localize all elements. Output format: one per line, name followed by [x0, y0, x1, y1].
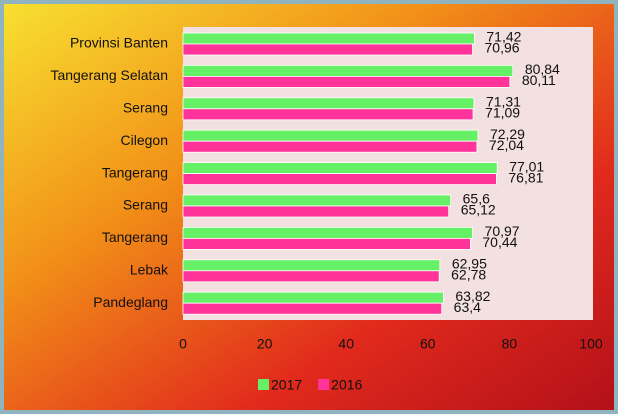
bar [182, 43, 473, 56]
y-tick-label: Tangerang [102, 229, 168, 245]
bar [182, 97, 475, 110]
bar [182, 270, 440, 283]
data-label: 62,95 [452, 256, 487, 272]
y-tick-label: Serang [123, 197, 168, 213]
data-label: 65,6 [463, 191, 490, 207]
bar [182, 226, 473, 239]
x-tick-label: 0 [179, 336, 187, 352]
data-label: 71,42 [486, 29, 521, 45]
data-label: 80,84 [525, 61, 560, 77]
legend-swatch [318, 379, 330, 390]
data-label: 62,78 [451, 267, 486, 283]
bar [182, 237, 471, 250]
x-tick-label: 40 [338, 336, 354, 352]
x-tick-label: 100 [579, 336, 603, 352]
y-tick-label: Lebak [130, 262, 169, 278]
bar [182, 76, 511, 88]
data-label: 71,09 [485, 105, 520, 121]
x-tick-label: 60 [420, 336, 436, 352]
x-tick-label: 80 [502, 336, 518, 352]
data-label: 65,12 [461, 202, 496, 218]
data-label: 70,97 [485, 223, 520, 239]
data-label: 80,11 [522, 72, 556, 88]
data-label: 72,04 [489, 137, 524, 153]
data-label: 70,96 [485, 40, 520, 56]
y-tick-label: Tangerang [102, 164, 168, 180]
data-label: 70,44 [482, 234, 517, 250]
y-tick-label: Serang [123, 100, 168, 116]
data-label: 72,29 [490, 126, 525, 142]
bar [182, 302, 443, 315]
bar [182, 32, 475, 45]
legend-label: 2016 [331, 377, 362, 393]
bar [182, 140, 478, 153]
y-tick-label: Tangerang Selatan [50, 67, 168, 83]
y-tick-label: Provinsi Banten [70, 35, 168, 51]
bar [182, 65, 514, 77]
x-tick-label: 20 [257, 336, 273, 352]
bar [182, 259, 441, 272]
bar [182, 129, 479, 142]
data-label: 71,31 [486, 94, 521, 110]
legend-swatch [258, 379, 269, 390]
legend-label: 2017 [271, 377, 302, 393]
bar [182, 108, 474, 121]
data-label: 77,01 [509, 158, 544, 174]
data-label: 63,4 [454, 299, 481, 315]
bar [182, 205, 450, 218]
data-label: 63,82 [455, 288, 490, 304]
bar [182, 162, 498, 175]
bar [182, 291, 444, 304]
y-tick-label: Pandeglang [93, 294, 168, 310]
y-tick-label: Cilegon [121, 132, 168, 148]
bar [182, 173, 497, 186]
data-label: 76,81 [508, 169, 543, 185]
bar [182, 194, 452, 207]
